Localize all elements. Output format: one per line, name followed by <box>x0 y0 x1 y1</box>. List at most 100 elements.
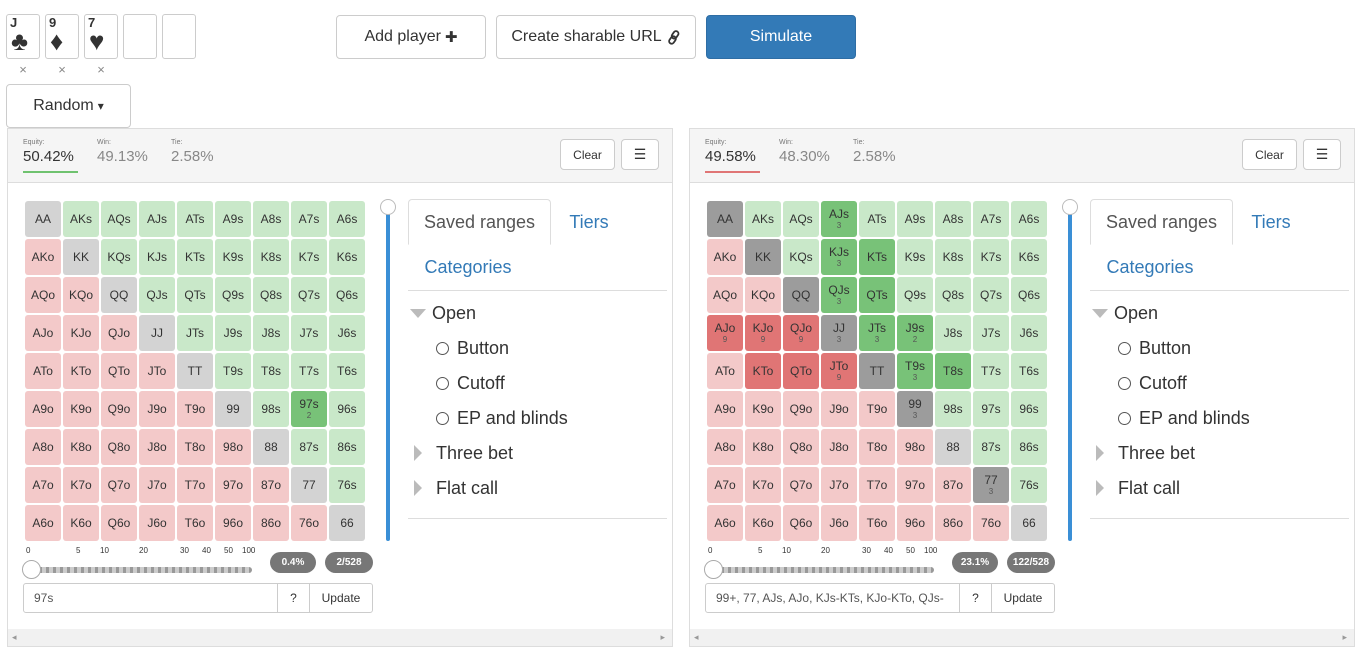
hand-cell[interactable]: A9s <box>897 201 933 237</box>
hand-cell[interactable]: 77 <box>291 467 327 503</box>
hand-cell[interactable]: KQs <box>783 239 819 275</box>
hand-cell[interactable]: K6s <box>1011 239 1047 275</box>
tree-open[interactable]: Open <box>1092 301 1158 325</box>
hand-cell[interactable]: QTs <box>859 277 895 313</box>
hand-cell[interactable]: A7o <box>25 467 61 503</box>
hand-cell[interactable]: QQ <box>101 277 137 313</box>
remove-card-icon[interactable]: × <box>97 62 105 77</box>
hand-cell[interactable]: AQs <box>101 201 137 237</box>
hand-cell[interactable]: K7s <box>291 239 327 275</box>
hand-cell[interactable]: 76s <box>1011 467 1047 503</box>
tab-categories[interactable]: Categories <box>1106 256 1194 277</box>
hand-cell[interactable]: T6s <box>329 353 365 389</box>
hand-cell[interactable]: A9s <box>215 201 251 237</box>
hand-cell[interactable]: 96o <box>215 505 251 541</box>
hand-cell[interactable]: 96s <box>1011 391 1047 427</box>
scroll-left-icon[interactable]: ◂ <box>694 632 699 642</box>
hand-cell[interactable]: T8o <box>859 429 895 465</box>
hand-cell[interactable]: Q8s <box>935 277 971 313</box>
hand-cell[interactable]: KTs <box>859 239 895 275</box>
hand-cell[interactable]: 87s <box>973 429 1009 465</box>
horizontal-scrollbar[interactable]: ◂ ▸ <box>690 629 1354 646</box>
hand-cell[interactable]: J7o <box>139 467 175 503</box>
hand-cell[interactable]: QTo <box>783 353 819 389</box>
hand-cell[interactable]: JJ 3 <box>821 315 857 351</box>
hand-cell[interactable]: AA <box>707 201 743 237</box>
hand-cell[interactable]: 87o <box>253 467 289 503</box>
hand-cell[interactable]: Q8s <box>253 277 289 313</box>
board-card-empty-5[interactable] <box>162 14 196 59</box>
hand-cell[interactable]: QJs 3 <box>821 277 857 313</box>
hand-cell[interactable]: 86o <box>253 505 289 541</box>
hand-cell[interactable]: 97s 2 <box>291 391 327 427</box>
hand-cell[interactable]: 87o <box>935 467 971 503</box>
hand-cell[interactable]: K9o <box>745 391 781 427</box>
hand-cell[interactable]: J6o <box>821 505 857 541</box>
clear-button[interactable]: Clear <box>560 139 615 170</box>
hand-cell[interactable]: QJo <box>101 315 137 351</box>
hand-cell[interactable]: AJs 3 <box>821 201 857 237</box>
hand-cell[interactable]: 86s <box>1011 429 1047 465</box>
hand-cell[interactable]: TT <box>859 353 895 389</box>
remove-card-icon[interactable]: × <box>19 62 27 77</box>
hand-cell[interactable]: 76o <box>973 505 1009 541</box>
scroll-right-icon[interactable]: ▸ <box>1342 632 1347 642</box>
hand-cell[interactable]: KQo <box>63 277 99 313</box>
menu-button[interactable]: ☰ <box>621 139 659 170</box>
range-text-input[interactable]: 99+, 77, AJs, AJo, KJs-KTs, KJo-KTo, QJs… <box>716 591 944 605</box>
hand-cell[interactable]: 97o <box>897 467 933 503</box>
hand-cell[interactable]: K8o <box>63 429 99 465</box>
board-card-3[interactable]: 7 ♥ <box>84 14 118 59</box>
hand-cell[interactable]: ATs <box>859 201 895 237</box>
hand-cell[interactable]: KTs <box>177 239 213 275</box>
hand-cell[interactable]: T8s <box>935 353 971 389</box>
hand-cell[interactable]: KTo <box>745 353 781 389</box>
hand-cell[interactable]: 98s <box>253 391 289 427</box>
hand-cell[interactable]: Q7o <box>783 467 819 503</box>
tree-ep-blinds[interactable]: EP and blinds <box>1118 406 1250 430</box>
horizontal-slider-knob[interactable] <box>22 560 41 579</box>
hand-cell[interactable]: K8s <box>935 239 971 275</box>
hand-cell[interactable]: T9o <box>177 391 213 427</box>
tab-tiers[interactable]: Tiers <box>569 211 609 232</box>
hand-cell[interactable]: TT <box>177 353 213 389</box>
hand-cell[interactable]: A9o <box>707 391 743 427</box>
hand-cell[interactable]: J7s <box>291 315 327 351</box>
hand-cell[interactable]: AKo <box>25 239 61 275</box>
tree-button[interactable]: Button <box>1118 336 1191 360</box>
hand-cell[interactable]: AQo <box>25 277 61 313</box>
hand-cell[interactable]: Q7s <box>973 277 1009 313</box>
vertical-slider-knob[interactable] <box>380 199 396 215</box>
hand-cell[interactable]: KQs <box>101 239 137 275</box>
hand-cell[interactable]: JJ <box>139 315 175 351</box>
hand-cell[interactable]: Q8o <box>101 429 137 465</box>
hand-cell[interactable]: KJo 9 <box>745 315 781 351</box>
hand-cell[interactable]: AQs <box>783 201 819 237</box>
hand-cell[interactable]: J8o <box>821 429 857 465</box>
hand-cell[interactable]: K7o <box>63 467 99 503</box>
hand-cell[interactable]: T7o <box>859 467 895 503</box>
board-card-empty-4[interactable] <box>123 14 157 59</box>
hand-cell[interactable]: K9s <box>215 239 251 275</box>
hand-cell[interactable]: J9s <box>215 315 251 351</box>
range-horizontal-slider[interactable] <box>28 567 252 573</box>
range-vertical-slider[interactable] <box>386 205 390 541</box>
hand-cell[interactable]: A6o <box>707 505 743 541</box>
hand-cell[interactable]: K8o <box>745 429 781 465</box>
hand-cell[interactable]: J6s <box>329 315 365 351</box>
hand-cell[interactable]: KQo <box>745 277 781 313</box>
hand-cell[interactable]: J7s <box>973 315 1009 351</box>
hand-cell[interactable]: 86o <box>935 505 971 541</box>
hand-cell[interactable]: A9o <box>25 391 61 427</box>
range-help-button[interactable]: ? <box>277 584 309 612</box>
hand-cell[interactable]: J7o <box>821 467 857 503</box>
hand-cell[interactable]: Q6o <box>783 505 819 541</box>
hand-cell[interactable]: 87s <box>291 429 327 465</box>
hand-cell[interactable]: K9s <box>897 239 933 275</box>
tree-three-bet[interactable]: Three bet <box>1092 441 1195 465</box>
hand-cell[interactable]: T9s 3 <box>897 353 933 389</box>
hand-cell[interactable]: AJs <box>139 201 175 237</box>
tab-saved-ranges[interactable]: Saved ranges <box>408 199 551 245</box>
hand-cell[interactable]: T6o <box>177 505 213 541</box>
vertical-slider-knob[interactable] <box>1062 199 1078 215</box>
